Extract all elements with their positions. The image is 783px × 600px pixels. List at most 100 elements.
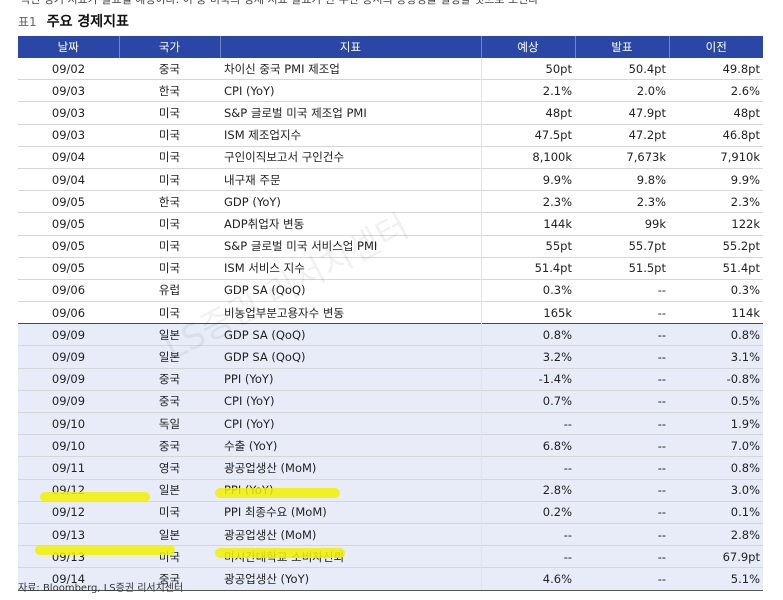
- country-cell: 미국: [119, 234, 220, 258]
- forecast-cell: 2.3%: [480, 190, 575, 213]
- forecast-cell: 2.8%: [480, 478, 575, 502]
- actual-cell: 9.8%: [575, 167, 669, 191]
- actual-cell: --: [575, 434, 669, 457]
- indicator-cell: PPI 최종수요 (MoM): [220, 500, 481, 524]
- table-row: 09/10 독일 CPI (YoY) -- -- 1.9%: [18, 411, 763, 435]
- forecast-cell: --: [480, 456, 575, 480]
- country-cell: 중국: [119, 567, 220, 591]
- actual-cell: --: [575, 522, 669, 546]
- indicator-cell: 광공업생산 (YoY): [220, 567, 481, 591]
- previous-cell: 114k: [669, 301, 763, 324]
- indicator-cell: GDP SA (QoQ): [220, 278, 481, 302]
- indicator-cell: 미시간대학교 소비자신뢰: [220, 545, 481, 568]
- date-cell: 09/03: [18, 79, 119, 102]
- country-cell: 일본: [119, 345, 220, 369]
- table-row: 09/11 영국 광공업생산 (MoM) -- -- 0.8%: [18, 456, 763, 480]
- date-cell: 09/09: [18, 345, 119, 369]
- date-cell: 09/09: [18, 323, 119, 346]
- indicator-cell: PPI (YoY): [220, 478, 481, 502]
- table-row: 09/05 미국 S&P 글로벌 미국 서비스업 PMI 55pt 55.7pt 55.2…: [18, 234, 763, 258]
- actual-cell: --: [575, 367, 669, 391]
- date-cell: 09/09: [18, 367, 119, 391]
- table-row: 09/05 한국 GDP (YoY) 2.3% 2.3% 2.3%: [18, 190, 763, 213]
- table-caption: 표1 주요 경제지표: [18, 10, 129, 32]
- actual-cell: --: [575, 456, 669, 480]
- previous-cell: 55.2pt: [669, 234, 763, 258]
- table-row: 09/12 일본 PPI (YoY) 2.8% -- 3.0%: [18, 478, 763, 502]
- forecast-cell: 8,100k: [480, 145, 575, 169]
- previous-cell: 3.1%: [669, 345, 763, 369]
- indicator-cell: ISM 서비스 지수: [220, 256, 481, 280]
- previous-cell: 51.4pt: [669, 256, 763, 280]
- actual-cell: --: [575, 345, 669, 369]
- forecast-cell: 6.8%: [480, 434, 575, 457]
- country-cell: 한국: [119, 79, 220, 102]
- forecast-cell: 144k: [480, 212, 575, 235]
- previous-cell: 3.0%: [669, 478, 763, 502]
- economic-indicators-table: 날짜 국가 지표 예상 발표 이전 09/02 중국 차이신 중국 PMI 제조업 5…: [18, 36, 763, 591]
- actual-cell: --: [575, 301, 669, 324]
- table-header-row: 날짜 국가 지표 예상 발표 이전: [18, 36, 763, 58]
- source-note: 자료: Bloomberg, LS증권 리서치센터: [18, 583, 184, 594]
- indicator-cell: ISM 제조업지수: [220, 123, 481, 147]
- country-cell: 미국: [119, 500, 220, 524]
- forecast-cell: 9.9%: [480, 167, 575, 191]
- top-cut-text: 적인 경기 지표가 발표될 예정이다. 이 중 미국의 경제 지표 발표가 한 …: [0, 0, 783, 6]
- previous-cell: 2.3%: [669, 190, 763, 213]
- header-previous: 이전: [668, 36, 763, 58]
- table-row: 09/06 유럽 GDP SA (QoQ) 0.3% -- 0.3%: [18, 278, 763, 302]
- actual-cell: --: [575, 478, 669, 502]
- header-actual: 발표: [574, 36, 669, 58]
- actual-cell: 55.7pt: [575, 234, 669, 258]
- actual-cell: --: [575, 278, 669, 302]
- date-cell: 09/05: [18, 190, 119, 213]
- country-cell: 미국: [119, 256, 220, 280]
- previous-cell: 7,910k: [669, 145, 763, 169]
- header-indicator: 지표: [219, 36, 481, 58]
- indicator-cell: GDP (YoY): [220, 190, 481, 213]
- date-cell: 09/05: [18, 256, 119, 280]
- country-cell: 미국: [119, 145, 220, 169]
- forecast-cell: 0.3%: [480, 278, 575, 302]
- indicator-cell: CPI (YoY): [220, 389, 481, 413]
- indicator-cell: 구인이직보고서 구인건수: [220, 145, 481, 169]
- forecast-cell: 0.7%: [480, 389, 575, 413]
- table-row: 09/03 한국 CPI (YoY) 2.1% 2.0% 2.6%: [18, 79, 763, 102]
- indicator-cell: 내구재 주문: [220, 167, 481, 191]
- date-cell: 09/06: [18, 301, 119, 324]
- actual-cell: --: [575, 389, 669, 413]
- date-cell: 09/03: [18, 101, 119, 125]
- previous-cell: 9.9%: [669, 167, 763, 191]
- previous-cell: -0.8%: [669, 367, 763, 391]
- table-row: 09/10 중국 수출 (YoY) 6.8% -- 7.0%: [18, 434, 763, 457]
- actual-cell: 50.4pt: [628, 61, 666, 76]
- country-cell: 유럽: [119, 278, 220, 302]
- actual-cell: --: [575, 500, 669, 524]
- previous-cell: 122k: [669, 212, 763, 235]
- country-cell: 일본: [119, 522, 220, 546]
- previous-cell: 0.5%: [669, 389, 763, 413]
- indicator-cell: CPI (YoY): [220, 411, 481, 435]
- indicator-cell: CPI (YoY): [220, 79, 481, 102]
- indicator-cell: 비농업부분고용자수 변동: [220, 301, 481, 324]
- table-row: 09/04 미국 구인이직보고서 구인건수 8,100k 7,673k 7,910k: [18, 145, 763, 169]
- header-country: 국가: [118, 36, 220, 58]
- indicator-cell: 수출 (YoY): [220, 434, 481, 457]
- actual-cell: 99k: [575, 212, 669, 235]
- previous-cell: 2.6%: [669, 79, 763, 102]
- forecast-cell: --: [480, 411, 575, 435]
- indicator-cell: 광공업생산 (MoM): [220, 522, 481, 546]
- forecast-cell: 0.2%: [480, 500, 575, 524]
- previous-cell: 46.8pt: [669, 123, 763, 147]
- forecast-cell: 50pt: [480, 58, 575, 80]
- table-row: 09/03 미국 ISM 제조업지수 47.5pt 47.2pt 46.8pt: [18, 123, 763, 147]
- previous-cell: 5.1%: [669, 567, 763, 591]
- forecast-cell: 0.8%: [480, 323, 575, 346]
- previous-cell: 0.8%: [669, 456, 763, 480]
- forecast-cell: 2.1%: [480, 79, 575, 102]
- date-cell: 09/05: [18, 212, 119, 235]
- table-row: 09/14 중국 광공업생산 (YoY) 4.6% -- 5.1%: [18, 567, 763, 591]
- date-cell: 09/10: [18, 434, 119, 457]
- table-title: 주요 경제지표: [46, 14, 129, 30]
- header-forecast: 예상: [480, 36, 575, 58]
